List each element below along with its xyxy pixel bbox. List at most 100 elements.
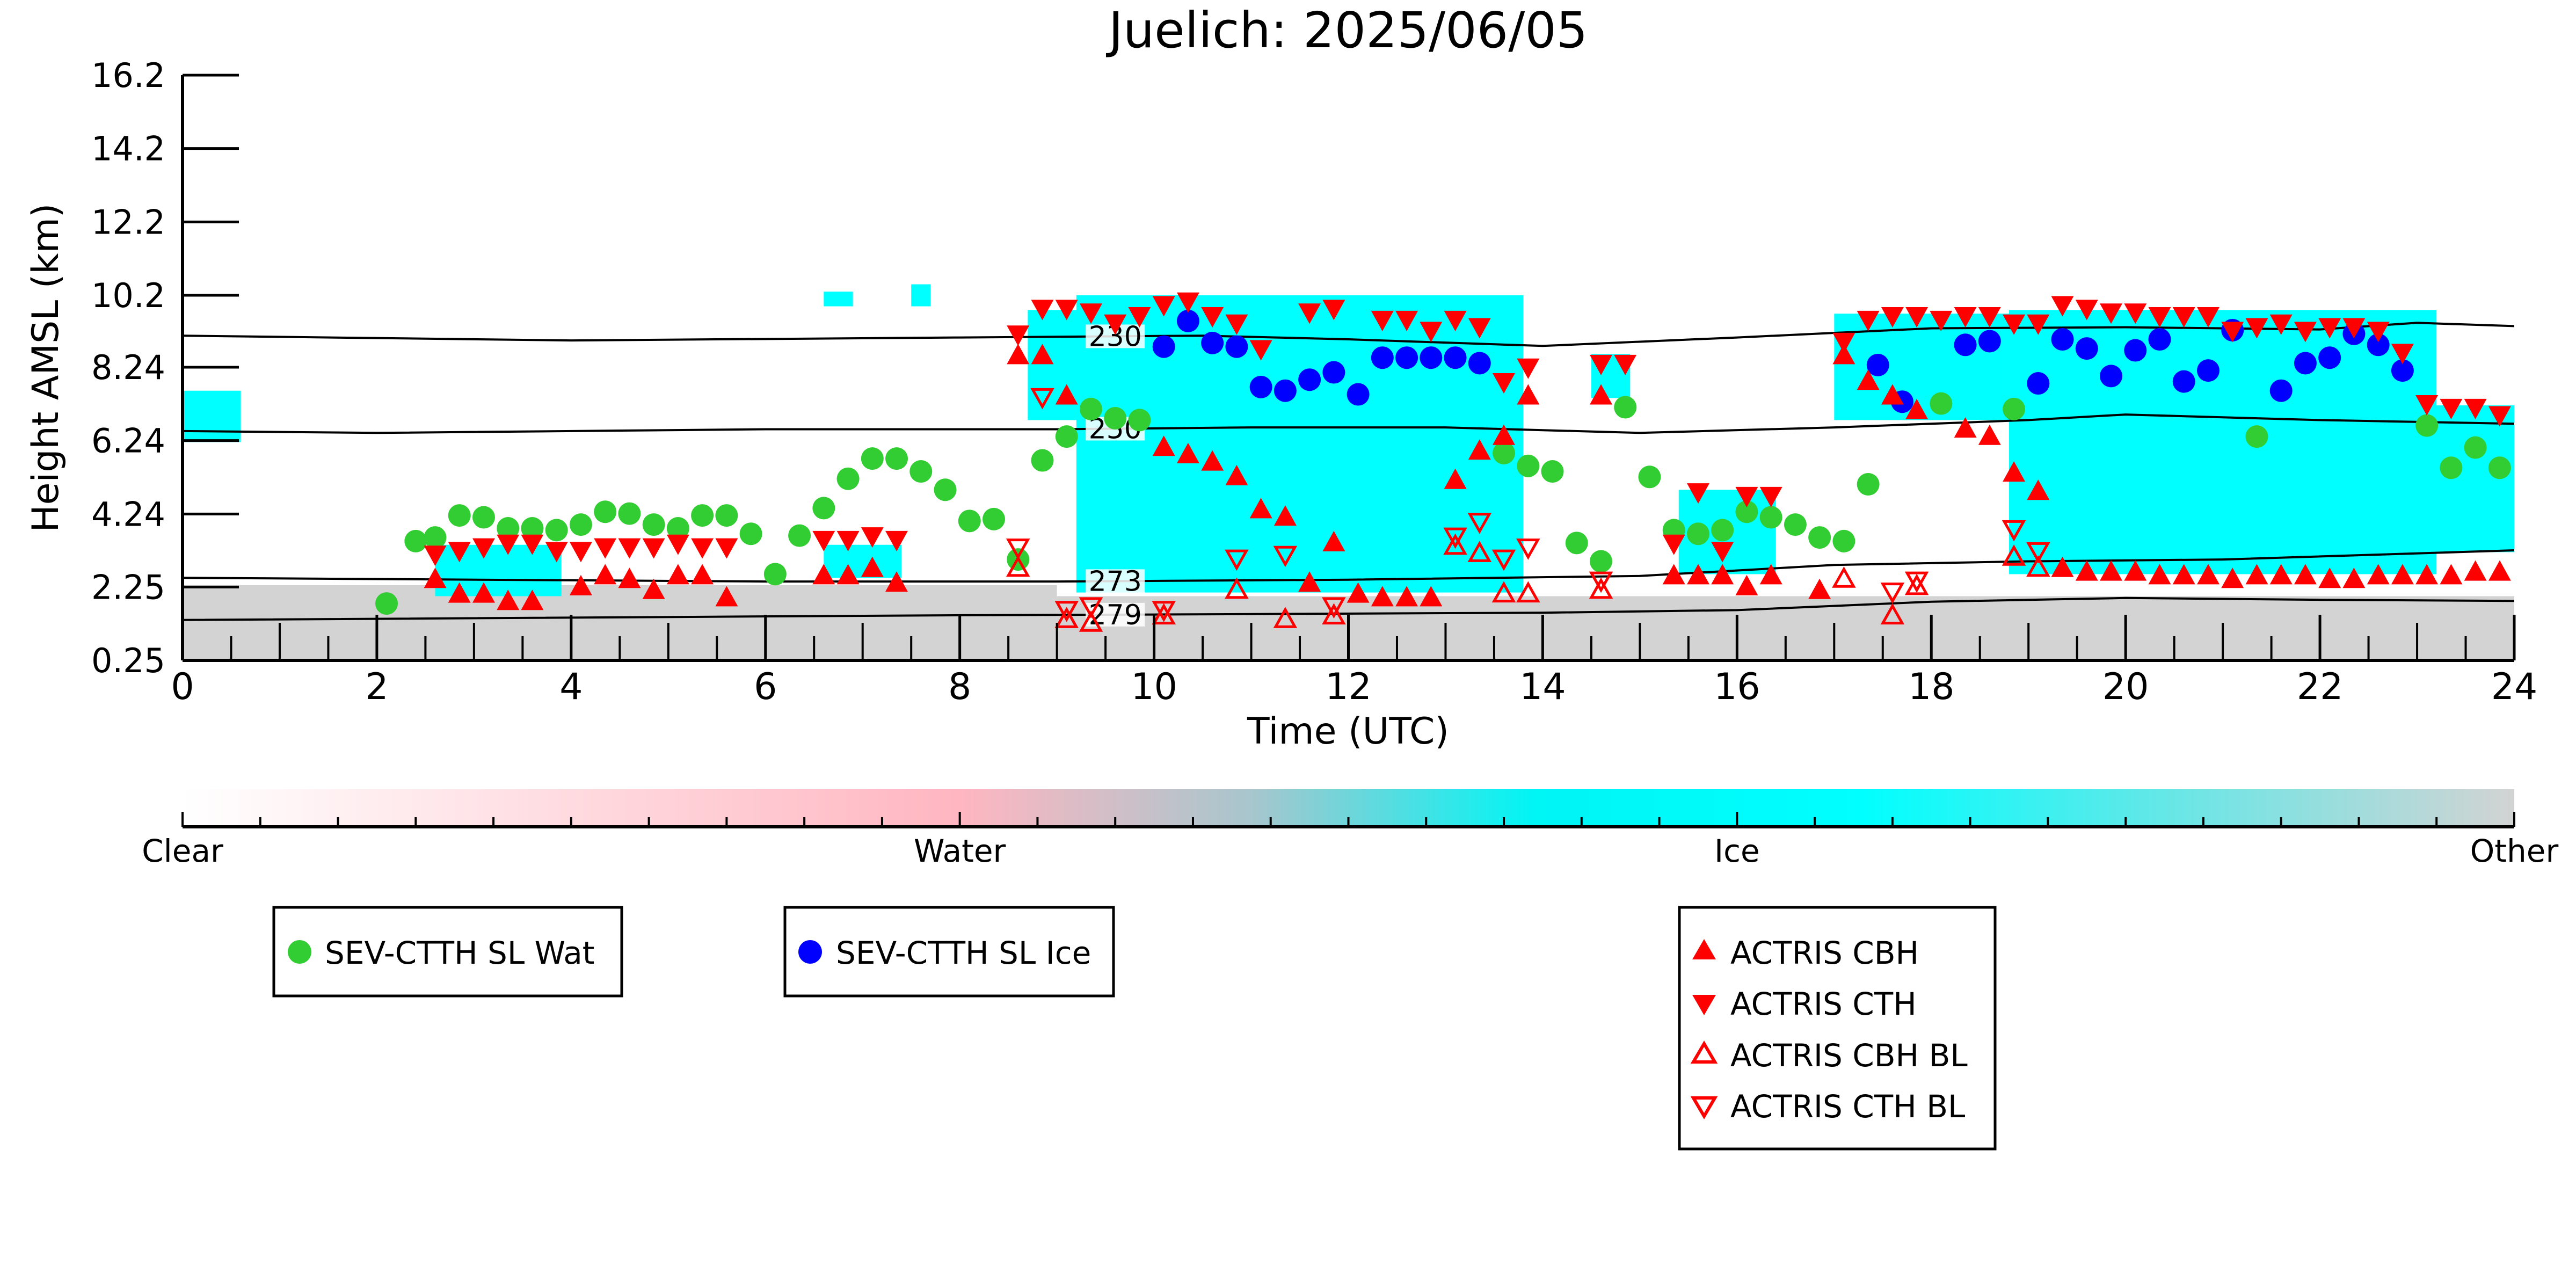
- legend-marker-cbh-bl: [1690, 1040, 1718, 1064]
- legend-actris: ACTRIS CBH ACTRIS CTH ACTRIS CBH BL ACTR…: [1678, 906, 1997, 1151]
- sev-ctth-sl-wat-marker: [2415, 414, 2439, 437]
- actris-cbh-marker: [666, 564, 689, 585]
- actris-cbh-marker: [2003, 461, 2026, 482]
- sev-ctth-sl-wat-marker: [545, 519, 568, 542]
- y-tick-label: 4.24: [91, 494, 165, 534]
- sev-ctth-sl-wat-marker: [1614, 396, 1637, 419]
- sev-ctth-sl-ice-marker: [2172, 370, 2195, 393]
- sev-ctth-sl-wat-marker: [1031, 449, 1054, 472]
- actris-cth-marker: [1225, 314, 1248, 335]
- actris-cbh-marker: [1274, 505, 1297, 526]
- actris-cth-marker: [1881, 307, 1904, 328]
- x-tick-label: 6: [754, 666, 777, 708]
- x-tick-label: 16: [1714, 666, 1760, 708]
- actris-cth-marker: [1614, 354, 1637, 375]
- actris-cth-marker: [1857, 310, 1880, 331]
- actris-cth-marker: [545, 542, 568, 563]
- x-tick-label: 0: [171, 666, 194, 708]
- actris-cbh-marker: [1322, 530, 1345, 551]
- actris-cth-marker: [885, 530, 908, 551]
- actris-cth-marker: [2318, 318, 2341, 339]
- y-axis-label: Height AMSL (km): [25, 203, 67, 533]
- actris-cth-bl-marker: [1054, 601, 1079, 622]
- x-tick-label: 10: [1131, 666, 1177, 708]
- sev-ctth-sl-wat-marker: [2464, 436, 2487, 459]
- sev-ctth-sl-wat-marker: [812, 497, 835, 520]
- actris-cbh-bl-marker: [1225, 577, 1249, 599]
- sev-ctth-sl-wat-marker: [1711, 519, 1734, 542]
- sev-ctth-sl-ice-marker: [1322, 361, 1345, 384]
- sev-ctth-sl-wat-marker: [1517, 454, 1540, 477]
- sev-ctth-sl-ice-marker: [1954, 333, 1977, 356]
- actris-cbh-bl-marker: [1443, 533, 1467, 555]
- actris-cth-marker: [1735, 486, 1758, 507]
- actris-cbh-marker: [1007, 344, 1030, 365]
- y-tick-label: 0.25: [91, 641, 165, 680]
- actris-cth-marker: [666, 534, 689, 555]
- isotherm-line: [183, 596, 2514, 621]
- actris-cbh-marker: [1031, 344, 1054, 365]
- actris-cbh-marker: [2415, 564, 2439, 585]
- actris-cbh-marker: [472, 582, 495, 603]
- sev-ctth-sl-wat-marker: [1857, 472, 1880, 496]
- actris-cth-marker: [1176, 292, 1199, 313]
- actris-cth-marker: [1468, 318, 1491, 339]
- actris-cbh-bl-marker: [1322, 603, 1346, 625]
- y-tick-label: 8.24: [91, 348, 165, 387]
- actris-cth-marker: [618, 538, 641, 559]
- actris-cbh-marker: [2197, 564, 2220, 585]
- actris-cbh-marker: [1590, 384, 1612, 405]
- actris-cth-marker: [1007, 325, 1030, 346]
- actris-cth-marker: [2172, 307, 2195, 328]
- sev-ctth-sl-wat-marker: [1104, 406, 1127, 430]
- actris-cth-marker: [2367, 322, 2390, 343]
- sev-ctth-sl-wat-marker: [448, 504, 471, 527]
- actris-cth-marker: [1055, 300, 1078, 321]
- legend-marker-cth: [1692, 995, 1716, 1015]
- actris-cbh-marker: [1832, 344, 1855, 365]
- actris-cth-marker: [2440, 398, 2463, 419]
- actris-cbh-marker: [885, 571, 908, 592]
- actris-cth-bl-marker: [1516, 539, 1540, 560]
- sev-ctth-sl-wat-marker: [497, 516, 520, 540]
- ice-class-region: [824, 292, 853, 307]
- sev-ctth-sl-wat-marker: [2003, 397, 2026, 420]
- actris-cbh-marker: [1176, 442, 1199, 463]
- legend-label-cbh: ACTRIS CBH: [1730, 935, 1919, 971]
- isotherm-label: 273: [1089, 565, 1142, 598]
- isotherm-label-bg: [1086, 569, 1145, 593]
- actris-cth-marker: [2003, 314, 2026, 335]
- actris-cbh-bl-marker: [1589, 577, 1613, 599]
- actris-cth-marker: [2391, 344, 2414, 365]
- sev-ctth-sl-wat-marker: [424, 526, 447, 549]
- actris-cbh-marker: [715, 586, 738, 607]
- actris-cth-bl-marker: [1225, 549, 1249, 571]
- actris-cth-marker: [2294, 322, 2317, 343]
- sev-ctth-sl-ice-marker: [1152, 335, 1175, 358]
- legend-sev-wat: SEV-CTTH SL Wat: [272, 906, 623, 998]
- actris-cth-bl-marker: [2026, 542, 2050, 564]
- actris-cth-marker: [1420, 322, 1443, 343]
- x-tick-label: 14: [1519, 666, 1566, 708]
- actris-cth-marker: [1371, 310, 1394, 331]
- actris-cth-marker: [1687, 483, 1709, 504]
- actris-cbh-marker: [424, 567, 447, 588]
- legend-box: [1678, 906, 1997, 1151]
- actris-cth-marker: [1493, 373, 1515, 394]
- actris-cth-marker: [1759, 486, 1782, 507]
- actris-cth-marker: [1031, 300, 1054, 321]
- actris-cth-bl-marker: [1006, 539, 1030, 560]
- y-ticks: 0.25 2.25 4.24 6.24 8.24 10.2 12.2 14.2 16.2: [91, 56, 239, 680]
- actris-cbh-marker: [2075, 560, 2098, 581]
- actris-cth-marker: [521, 534, 544, 555]
- sev-ctth-sl-wat-marker: [1784, 513, 1807, 536]
- actris-cth-marker: [2221, 322, 2244, 343]
- y-tick-label: 2.25: [91, 567, 165, 607]
- actris-cth-marker: [691, 538, 714, 559]
- sev-ctth-sl-wat-marker: [715, 504, 738, 527]
- actris-cbh-marker: [569, 574, 592, 595]
- ice-class-region: [824, 544, 902, 578]
- sev-ctth-sl-wat-marker: [836, 467, 860, 490]
- actris-cbh-marker: [2051, 556, 2074, 577]
